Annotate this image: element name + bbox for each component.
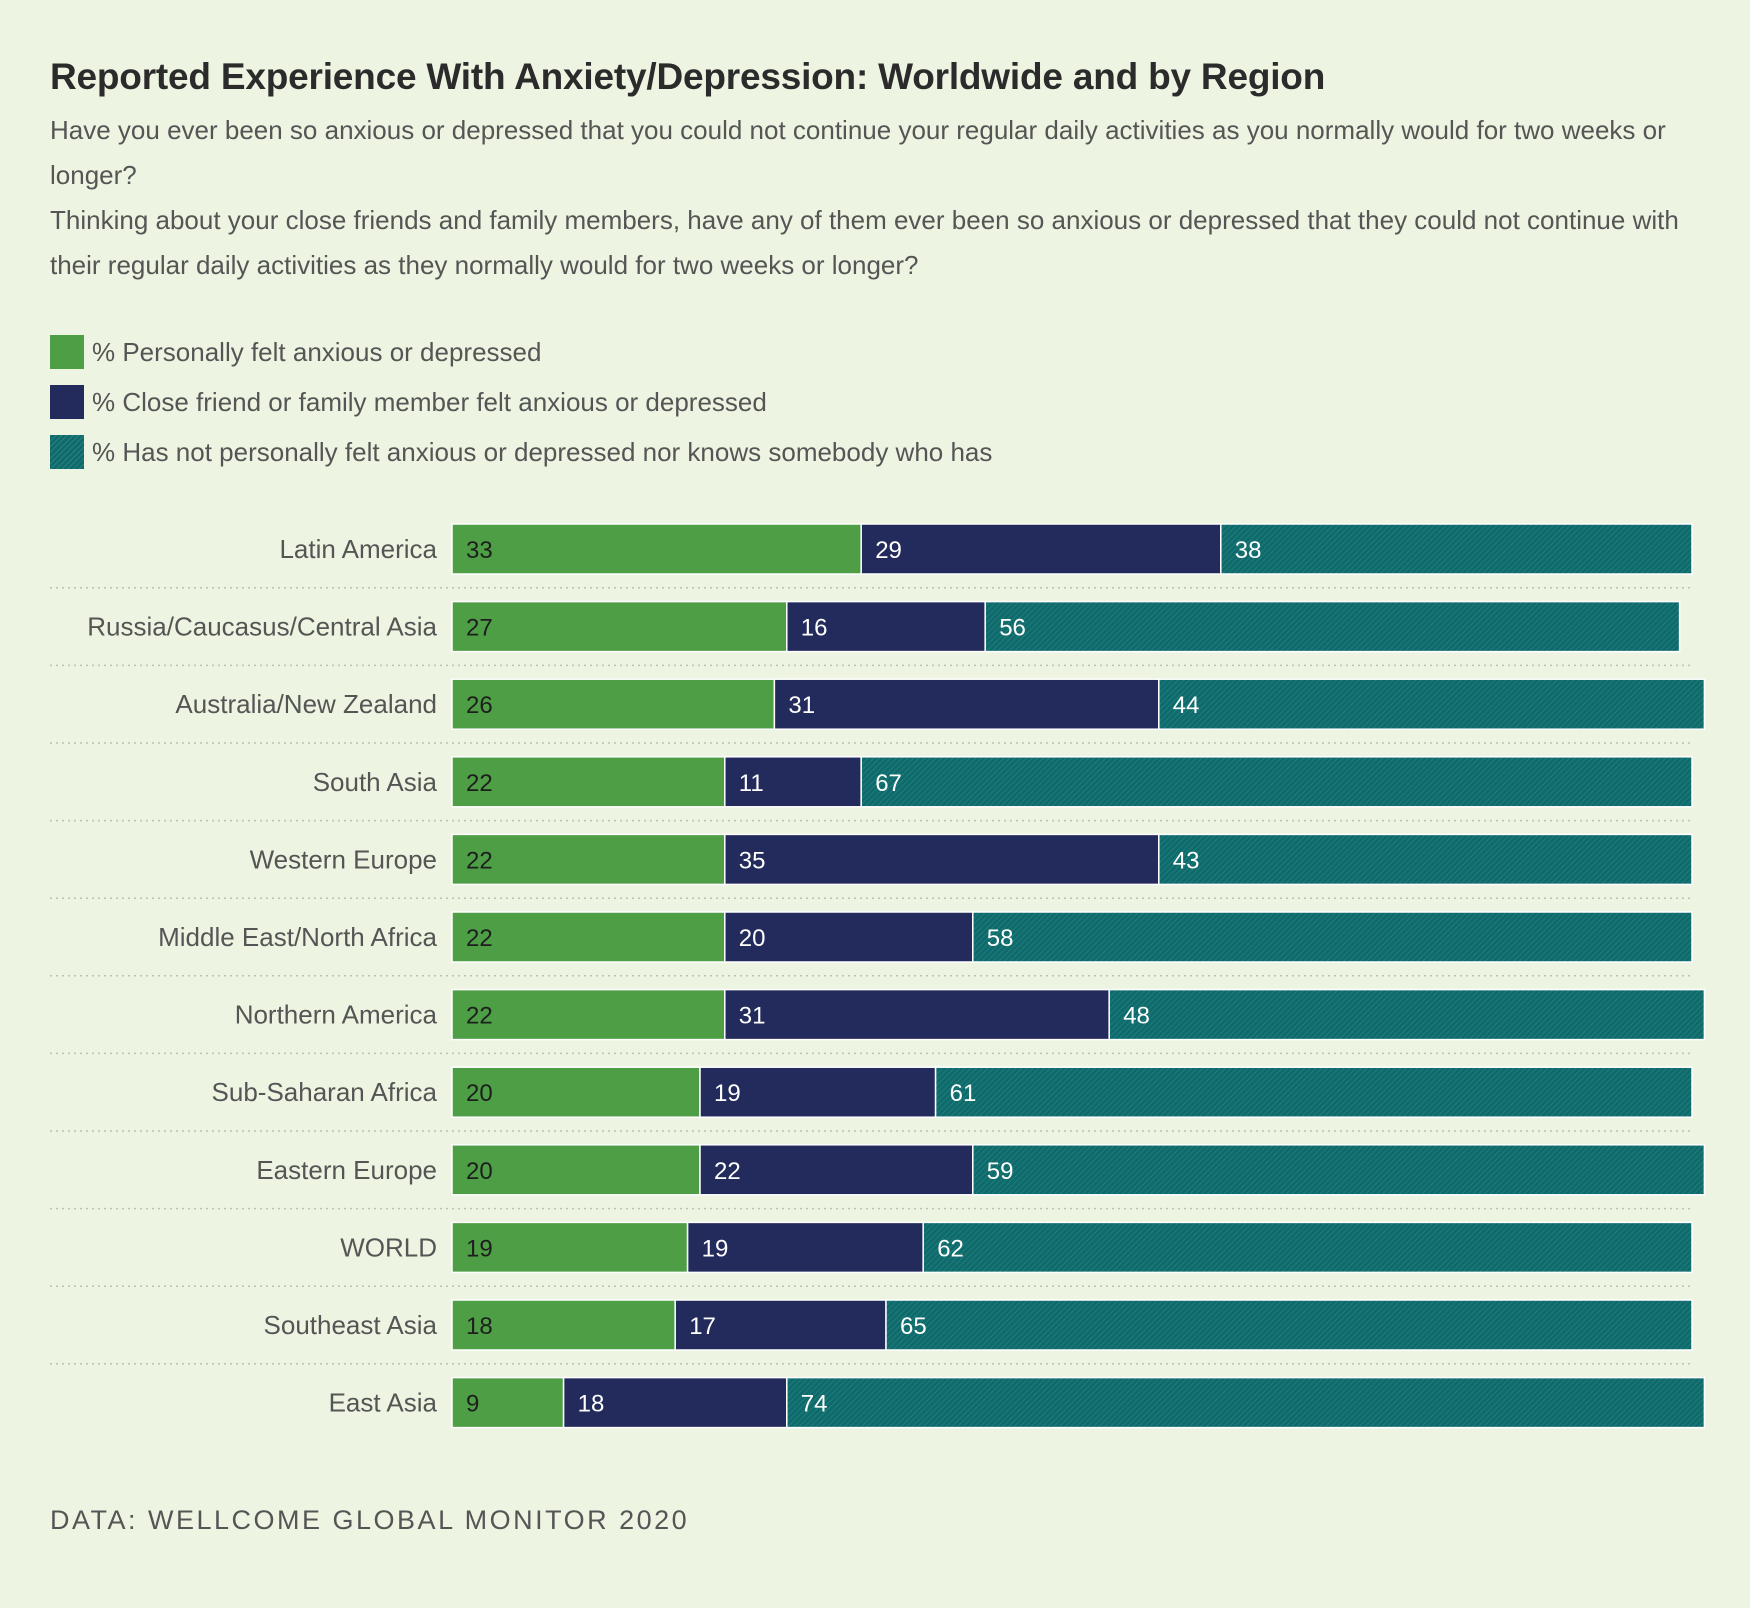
category-label-east-asia: East Asia	[329, 1388, 438, 1418]
data-label-neither-western-europe: 43	[1173, 847, 1200, 874]
data-label-neither-northern-america: 48	[1123, 1003, 1150, 1030]
data-label-friend-sub-saharan-africa: 19	[714, 1080, 741, 1107]
category-label-western-europe: Western Europe	[250, 844, 437, 874]
category-label-northern-america: Northern America	[235, 1000, 438, 1030]
bar-neither-eastern-europe	[972, 1144, 1706, 1196]
bar-personal-eastern-europe	[451, 1144, 701, 1196]
legend-swatch-neither	[50, 435, 84, 469]
data-label-neither-russia-caucasus-central-asia: 56	[999, 615, 1026, 642]
bar-personal-sub-saharan-africa	[451, 1066, 701, 1118]
data-label-personal-world: 19	[466, 1235, 493, 1262]
data-label-personal-russia-caucasus-central-asia: 27	[466, 615, 493, 642]
data-label-neither-south-asia: 67	[875, 770, 902, 797]
data-label-friend-australia-new-zealand: 31	[788, 692, 815, 719]
legend-label-neither: % Has not personally felt anxious or dep…	[92, 436, 993, 467]
data-label-personal-south-asia: 22	[466, 770, 493, 797]
bar-friend-world	[686, 1221, 924, 1274]
bar-neither-northern-america	[1108, 988, 1706, 1041]
bar-friend-australia-new-zealand	[773, 678, 1160, 730]
category-label-australia-new-zealand: Australia/New Zealand	[175, 689, 437, 719]
legend-label-personal: % Personally felt anxious or depressed	[92, 336, 542, 367]
bar-friend-northern-america	[724, 988, 1110, 1041]
bar-friend-eastern-europe	[699, 1144, 974, 1196]
data-label-friend-latin-america: 29	[875, 537, 902, 564]
legend-item-personal: % Personally felt anxious or depressed	[50, 327, 992, 377]
bar-neither-south-asia	[860, 756, 1693, 808]
bar-personal-latin-america	[451, 523, 862, 575]
data-label-personal-latin-america: 33	[466, 537, 493, 564]
data-label-friend-eastern-europe: 22	[714, 1158, 741, 1185]
subtitle-question-1: Have you ever been so anxious or depress…	[50, 115, 1666, 190]
data-label-friend-northern-america: 31	[739, 1003, 766, 1030]
data-label-personal-eastern-europe: 20	[466, 1158, 493, 1185]
category-label-south-asia: South Asia	[313, 767, 438, 797]
data-label-neither-southeast-asia: 65	[900, 1313, 927, 1340]
category-label-russia-caucasus-central-asia: Russia/Caucasus/Central Asia	[87, 612, 437, 642]
category-label-eastern-europe: Eastern Europe	[256, 1155, 437, 1185]
legend-item-neither: % Has not personally felt anxious or dep…	[50, 427, 992, 477]
data-label-friend-world: 19	[702, 1235, 729, 1262]
bar-neither-middle-east-north-africa	[972, 911, 1693, 963]
chart-title: Reported Experience With Anxiety/Depress…	[50, 56, 1326, 97]
data-label-neither-sub-saharan-africa: 61	[950, 1080, 977, 1107]
bar-personal-southeast-asia	[451, 1299, 676, 1351]
data-label-friend-western-europe: 35	[739, 847, 766, 874]
bar-neither-southeast-asia	[885, 1299, 1693, 1351]
data-label-neither-latin-america: 38	[1235, 537, 1262, 564]
data-label-neither-eastern-europe: 59	[987, 1158, 1014, 1185]
data-label-personal-east-asia: 9	[466, 1391, 479, 1418]
data-label-personal-australia-new-zealand: 26	[466, 692, 493, 719]
subtitle-question-2: Thinking about your close friends and fa…	[50, 205, 1679, 280]
bar-friend-western-europe	[724, 833, 1160, 886]
bar-neither-east-asia	[786, 1376, 1706, 1429]
bar-neither-australia-new-zealand	[1158, 678, 1706, 730]
data-label-neither-middle-east-north-africa: 58	[987, 925, 1014, 952]
bar-personal-south-asia	[451, 756, 726, 808]
bar-neither-sub-saharan-africa	[934, 1066, 1693, 1118]
bar-personal-western-europe	[451, 833, 726, 886]
category-label-middle-east-north-africa: Middle East/North Africa	[158, 922, 437, 952]
category-label-world: WORLD	[340, 1232, 437, 1262]
data-label-neither-world: 62	[937, 1235, 964, 1262]
category-label-southeast-asia: Southeast Asia	[264, 1310, 438, 1340]
data-label-friend-russia-caucasus-central-asia: 16	[801, 615, 828, 642]
bar-neither-latin-america	[1220, 523, 1693, 575]
legend-item-friend: % Close friend or family member felt anx…	[50, 377, 992, 427]
data-source: DATA: WELLCOME GLOBAL MONITOR 2020	[50, 1505, 690, 1535]
data-label-friend-southeast-asia: 17	[689, 1313, 716, 1340]
bar-friend-russia-caucasus-central-asia	[786, 600, 986, 653]
plot-area: Latin America 33 29 38 Russia/Caucasus/Centr…	[50, 523, 1706, 1429]
legend-swatch-friend	[50, 385, 84, 419]
data-label-friend-east-asia: 18	[578, 1391, 605, 1418]
category-label-sub-saharan-africa: Sub-Saharan Africa	[212, 1077, 438, 1107]
bar-personal-middle-east-north-africa	[451, 911, 726, 963]
bar-friend-latin-america	[860, 523, 1222, 575]
data-label-friend-middle-east-north-africa: 20	[739, 925, 766, 952]
chart-subtitle: Have you ever been so anxious or depress…	[50, 108, 1700, 288]
bar-friend-south-asia	[724, 756, 862, 808]
data-label-personal-western-europe: 22	[466, 847, 493, 874]
data-label-personal-middle-east-north-africa: 22	[466, 925, 493, 952]
data-label-personal-sub-saharan-africa: 20	[466, 1080, 493, 1107]
data-label-friend-south-asia: 11	[739, 770, 764, 797]
category-label-latin-america: Latin America	[279, 534, 437, 564]
bar-friend-east-asia	[562, 1376, 788, 1429]
bar-neither-western-europe	[1158, 833, 1693, 886]
bar-personal-australia-new-zealand	[451, 678, 776, 730]
stacked-bar-chart: Latin America 33 29 38 Russia/Caucasus/Centr…	[50, 523, 1706, 1429]
bar-neither-russia-caucasus-central-asia	[984, 600, 1681, 653]
data-label-personal-southeast-asia: 18	[466, 1313, 493, 1340]
data-label-neither-east-asia: 74	[801, 1391, 828, 1418]
bar-personal-northern-america	[451, 988, 726, 1041]
bar-personal-russia-caucasus-central-asia	[451, 600, 788, 653]
data-label-personal-northern-america: 22	[466, 1003, 493, 1030]
data-label-neither-australia-new-zealand: 44	[1173, 692, 1200, 719]
legend-swatch-personal	[50, 335, 84, 369]
legend: % Personally felt anxious or depressed %…	[50, 327, 992, 477]
bar-neither-world	[922, 1221, 1693, 1274]
legend-label-friend: % Close friend or family member felt anx…	[92, 386, 767, 417]
